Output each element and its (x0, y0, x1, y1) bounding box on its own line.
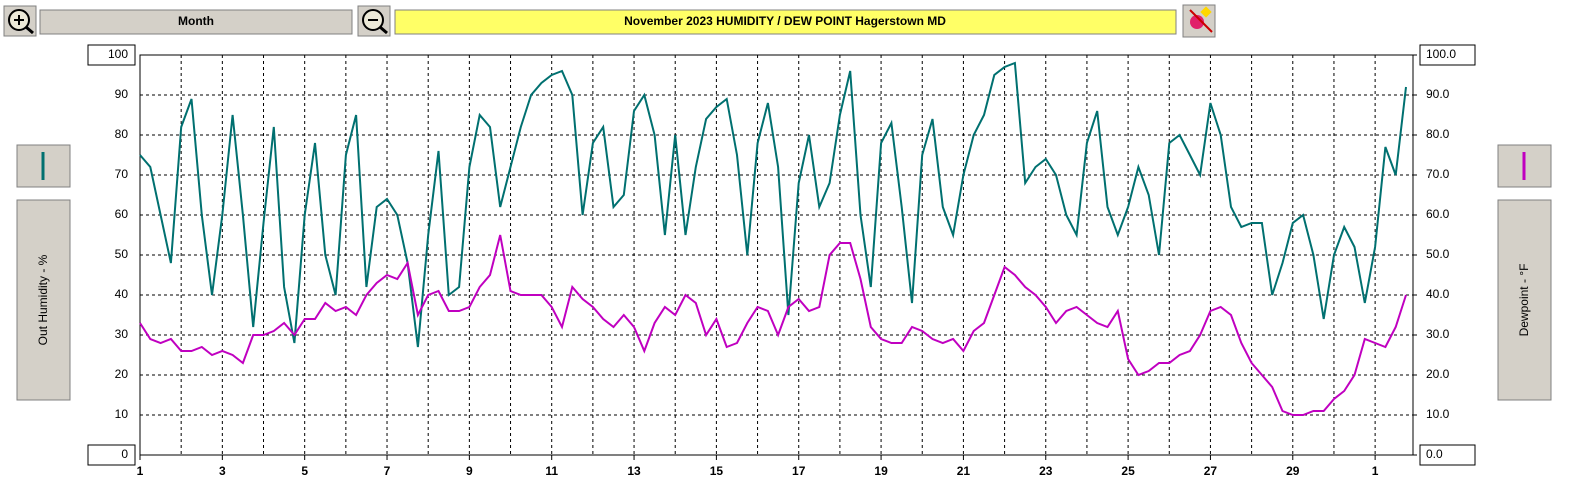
y-axis-label: Out Humidity - % (36, 254, 50, 345)
y2-tick-label: 100.0 (1426, 47, 1456, 61)
series-line (139, 61, 1407, 348)
x-tick-label: 29 (1286, 464, 1300, 478)
y-tick-label: 100 (108, 47, 128, 61)
chart-title: November 2023 HUMIDITY / DEW POINT Hager… (624, 14, 946, 28)
y2-tick-label: 0.0 (1426, 447, 1443, 461)
tick-box (1419, 44, 1476, 66)
x-tick-label: 27 (1204, 464, 1218, 478)
y-tick-label: 0 (121, 447, 128, 461)
y2-tick-label: 50.0 (1426, 247, 1450, 261)
tick-box (87, 44, 136, 66)
zoom-in[interactable] (3, 5, 37, 37)
axis-label-panel (1497, 199, 1552, 401)
y2-tick-label: 90.0 (1426, 87, 1450, 101)
period-label: Month (178, 14, 214, 28)
x-tick-label: 13 (627, 464, 641, 478)
axis-label-panel (16, 199, 71, 401)
x-tick-label: 21 (957, 464, 971, 478)
x-tick-label: 7 (384, 464, 391, 478)
y-tick-label: 20 (115, 367, 129, 381)
y-tick-label: 50 (115, 247, 129, 261)
y-tick-label: 10 (115, 407, 129, 421)
y-tick-label: 60 (115, 207, 129, 221)
x-tick-label: 19 (874, 464, 888, 478)
y2-tick-label: 20.0 (1426, 367, 1450, 381)
y-tick-label: 40 (115, 287, 129, 301)
zoom-out[interactable] (357, 5, 391, 37)
x-tick-label: 11 (545, 464, 558, 478)
y2-axis-label: Dewpoint - °F (1517, 264, 1531, 337)
x-tick-label: 23 (1039, 464, 1053, 478)
period-button[interactable] (39, 9, 353, 35)
y2-tick-label: 60.0 (1426, 207, 1450, 221)
x-tick-label: 1 (137, 464, 144, 478)
x-tick-label: 5 (301, 464, 308, 478)
y-tick-label: 70 (115, 167, 129, 181)
y-tick-label: 80 (115, 127, 129, 141)
x-tick-label: 1 (1372, 464, 1379, 478)
series-line (139, 234, 1407, 416)
tick-box (87, 444, 136, 466)
y-tick-label: 90 (115, 87, 129, 101)
y2-tick-label: 10.0 (1426, 407, 1450, 421)
y2-tick-label: 80.0 (1426, 127, 1450, 141)
x-tick-label: 3 (219, 464, 226, 478)
y2-tick-label: 40.0 (1426, 287, 1450, 301)
y2-tick-label: 30.0 (1426, 327, 1450, 341)
tick-box (1419, 444, 1476, 466)
y-tick-label: 30 (115, 327, 129, 341)
title-bar (394, 9, 1177, 35)
x-tick-label: 17 (792, 464, 806, 478)
x-tick-label: 15 (710, 464, 724, 478)
y2-tick-label: 70.0 (1426, 167, 1450, 181)
x-tick-label: 9 (466, 464, 473, 478)
x-tick-label: 25 (1121, 464, 1135, 478)
settings-icon[interactable] (1182, 4, 1216, 38)
